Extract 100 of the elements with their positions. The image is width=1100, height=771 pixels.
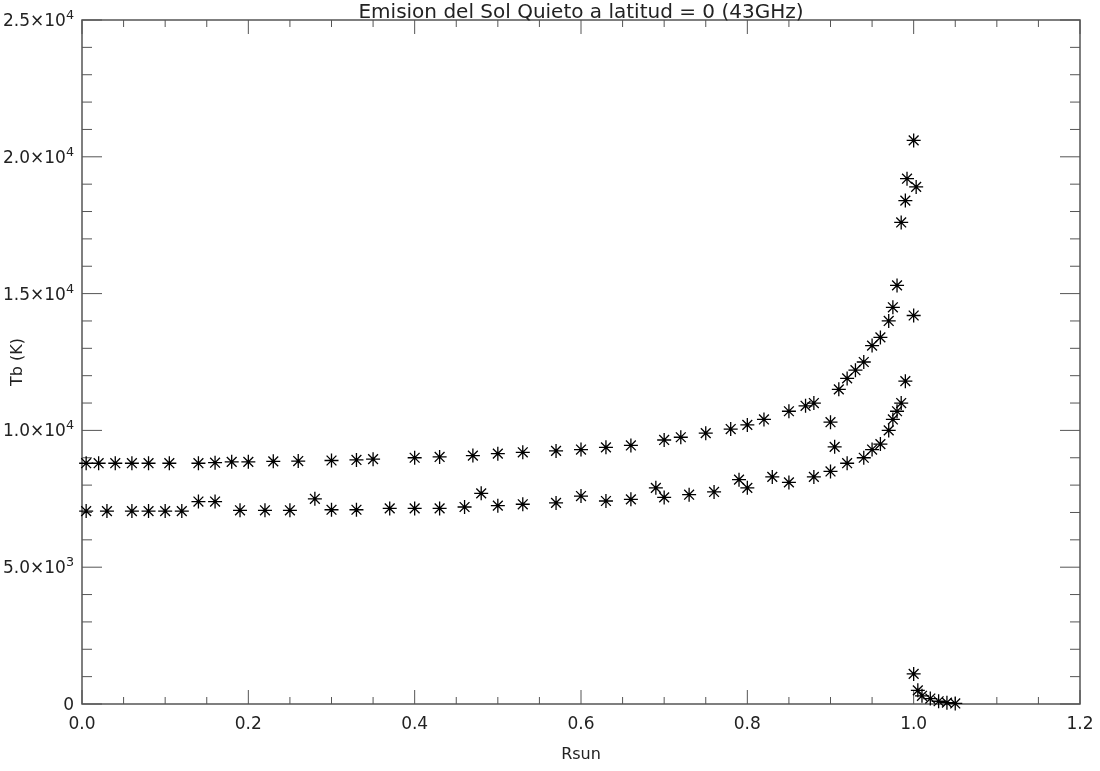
point	[78, 503, 94, 519]
point	[124, 455, 140, 471]
x-tick-label: 0.0	[68, 713, 96, 733]
point	[839, 455, 855, 471]
point	[797, 398, 814, 414]
point	[864, 441, 880, 458]
point	[515, 444, 531, 460]
point	[78, 455, 94, 471]
point	[673, 429, 689, 445]
point	[906, 132, 922, 149]
point	[822, 414, 839, 430]
chart-title: Emision del Sol Quieto a latitud = 0 (43GHz)	[358, 0, 804, 23]
point	[939, 694, 955, 711]
point	[573, 441, 589, 458]
point	[323, 502, 340, 518]
point	[190, 493, 207, 510]
point	[731, 472, 747, 488]
point	[897, 373, 913, 389]
point	[465, 447, 481, 464]
y-tick-label: 5.0×10$^{3}$	[2, 553, 74, 578]
point	[307, 491, 323, 507]
x-tick-label: 0.2	[234, 713, 262, 733]
point	[899, 171, 915, 187]
point	[847, 362, 864, 378]
point	[490, 497, 506, 514]
point	[598, 439, 614, 456]
point	[656, 432, 672, 448]
point	[548, 443, 564, 459]
point	[781, 474, 797, 491]
point	[431, 449, 448, 465]
point	[490, 446, 506, 462]
point	[806, 469, 822, 485]
x-axis-title: Rsun	[561, 744, 601, 763]
point	[323, 452, 340, 469]
point	[515, 496, 531, 512]
point	[473, 485, 489, 501]
point	[881, 313, 897, 329]
point	[407, 450, 423, 466]
point	[739, 480, 755, 496]
point	[914, 688, 930, 704]
point	[99, 503, 115, 519]
point	[174, 503, 190, 519]
point	[207, 455, 223, 471]
point	[124, 503, 140, 519]
x-tick-label: 0.8	[733, 713, 761, 733]
point	[190, 455, 207, 471]
point	[908, 179, 924, 195]
x-tick-label: 0.6	[567, 713, 595, 733]
y-tick-label: 2.5×10$^{4}$	[2, 6, 74, 30]
point	[893, 214, 909, 231]
point	[889, 277, 905, 294]
y-axis-title: Tb (K)	[7, 338, 26, 387]
point	[764, 469, 780, 485]
point	[822, 463, 839, 480]
point	[623, 437, 639, 454]
point	[681, 487, 697, 503]
point	[872, 436, 889, 452]
point	[348, 452, 365, 468]
point	[947, 695, 963, 712]
point	[140, 455, 157, 471]
point	[897, 192, 913, 209]
point	[930, 693, 947, 709]
point	[656, 489, 672, 506]
point	[407, 500, 423, 517]
point	[431, 500, 448, 517]
point	[910, 682, 926, 698]
point	[806, 395, 822, 411]
point	[906, 307, 922, 324]
point	[885, 411, 901, 428]
point	[839, 370, 855, 387]
point	[706, 484, 722, 500]
point	[906, 666, 922, 682]
point	[885, 299, 901, 315]
point	[598, 493, 614, 509]
x-tick-label: 0.4	[401, 713, 429, 733]
point	[756, 411, 772, 428]
point	[893, 395, 909, 411]
point	[698, 425, 714, 441]
point	[161, 455, 177, 471]
point	[856, 450, 872, 466]
y-tick-label: 1.5×10$^{4}$	[2, 280, 74, 304]
y-tick-label: 0	[63, 694, 74, 714]
point	[739, 417, 755, 433]
point	[648, 480, 664, 496]
point	[864, 337, 880, 354]
point	[290, 453, 306, 469]
point	[872, 329, 889, 346]
point	[831, 381, 847, 398]
point	[232, 502, 248, 518]
point	[157, 503, 173, 519]
point	[881, 422, 897, 439]
point	[827, 439, 843, 455]
point	[257, 502, 273, 518]
point	[240, 454, 256, 470]
point	[282, 502, 298, 518]
y-tick-label: 1.0×10$^{4}$	[2, 416, 74, 441]
point	[90, 455, 107, 471]
point	[140, 503, 157, 519]
point	[781, 403, 797, 419]
point	[889, 403, 905, 419]
